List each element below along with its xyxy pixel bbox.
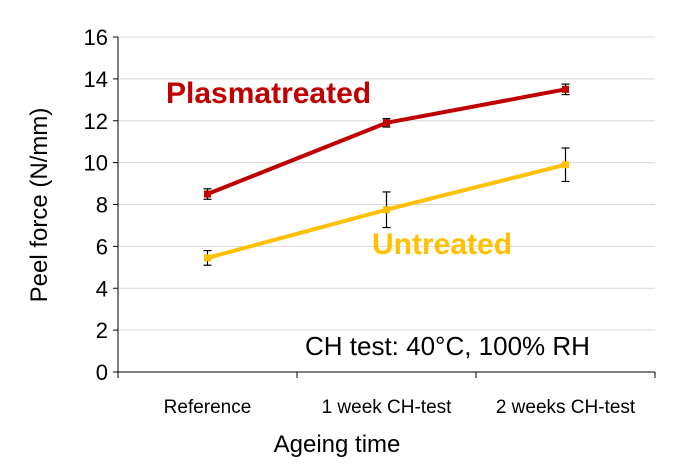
y-tick-label: 12 (84, 109, 108, 134)
data-point (562, 85, 569, 93)
data-point (204, 254, 211, 262)
data-point (383, 206, 390, 214)
y-tick-label: 2 (96, 318, 108, 343)
y-axis: 0 2 4 6 8 10 12 14 16 (84, 25, 119, 385)
data-point (383, 119, 390, 127)
chart-annotation: CH test: 40°C, 100% RH (305, 331, 590, 361)
y-tick-label: 10 (84, 151, 108, 176)
data-point (562, 161, 569, 169)
y-axis-label: Peel force (N/mm) (26, 108, 53, 303)
series-layer (203, 83, 570, 266)
y-tick-label: 6 (96, 234, 108, 259)
x-axis: Reference 1 week CH-test 2 weeks CH-test (117, 371, 656, 418)
y-tick-label: 8 (96, 193, 108, 218)
x-axis-label: Ageing time (274, 431, 401, 458)
x-tick-label: Reference (164, 397, 252, 418)
x-tick-label: 2 weeks CH-test (496, 397, 636, 418)
x-tick-label: 1 week CH-test (322, 397, 453, 418)
y-tick-label: 16 (84, 25, 108, 50)
y-tick-label: 0 (96, 360, 108, 385)
y-tick-label: 4 (96, 276, 108, 301)
data-point (204, 190, 211, 198)
series-label-plasmatreated: Plasmatreated (166, 77, 371, 110)
y-tick-label: 14 (84, 67, 108, 92)
series-label-untreated: Untreated (372, 228, 512, 261)
